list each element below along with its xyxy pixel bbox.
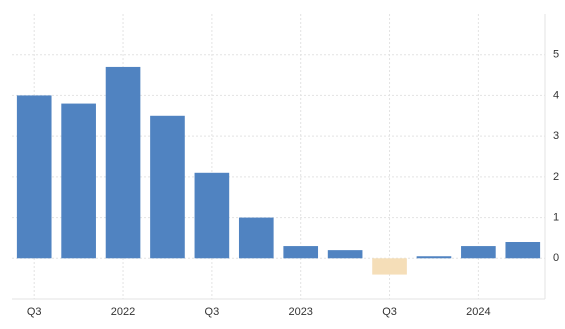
bar [194, 172, 230, 259]
bar [327, 250, 363, 259]
bar [505, 242, 541, 259]
bar [416, 256, 452, 259]
bar [372, 258, 407, 275]
bar [105, 66, 141, 259]
x-tick-label: Q3 [27, 306, 42, 318]
bar [283, 246, 319, 259]
bar [16, 95, 52, 259]
bar [461, 246, 496, 259]
x-tick-label: 2024 [466, 306, 490, 318]
y-tick-label: 0 [553, 252, 559, 264]
y-tick-label: 2 [553, 171, 559, 183]
bar [238, 217, 274, 259]
bar [150, 115, 185, 259]
bar [61, 103, 96, 259]
x-tick-label: Q3 [205, 306, 220, 318]
x-tick-label: Q3 [382, 306, 397, 318]
y-tick-label: 4 [553, 89, 559, 101]
y-tick-label: 5 [553, 49, 559, 61]
y-tick-label: 3 [553, 130, 559, 142]
x-tick-label: 2022 [111, 306, 135, 318]
y-tick-label: 1 [553, 211, 559, 223]
x-tick-label: 2023 [288, 306, 312, 318]
